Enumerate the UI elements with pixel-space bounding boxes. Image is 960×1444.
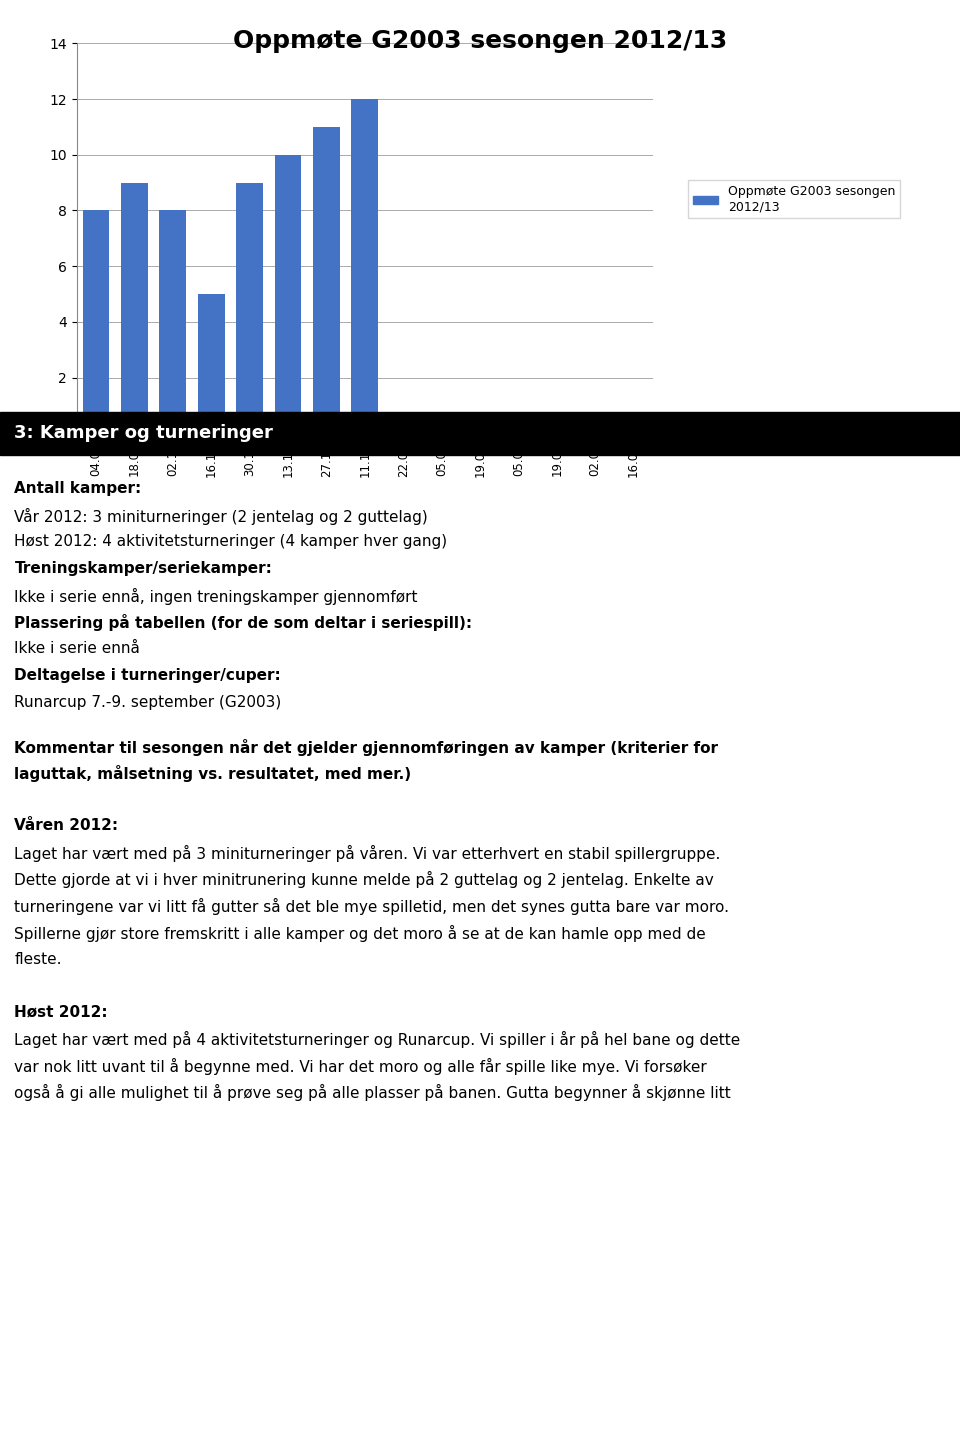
Text: Høst 2012: 4 aktivitetsturneringer (4 kamper hver gang): Høst 2012: 4 aktivitetsturneringer (4 ka… — [14, 534, 447, 549]
Text: 3: Kamper og turneringer: 3: Kamper og turneringer — [14, 425, 274, 442]
Bar — [351, 100, 378, 433]
Bar — [236, 182, 263, 433]
Bar — [313, 127, 340, 433]
Text: var nok litt uvant til å begynne med. Vi har det moro og alle får spille like my: var nok litt uvant til å begynne med. Vi… — [14, 1057, 708, 1074]
Text: Ikke i serie ennå, ingen treningskamper gjennomført: Ikke i serie ennå, ingen treningskamper … — [14, 588, 418, 605]
Bar — [121, 182, 148, 433]
Text: Laget har vært med på 4 aktivitetsturneringer og Runarcup. Vi spiller i år på he: Laget har vært med på 4 aktivitetsturner… — [14, 1031, 741, 1048]
Text: fleste.: fleste. — [14, 952, 61, 966]
Text: Plassering på tabellen (for de som deltar i seriespill):: Plassering på tabellen (for de som delta… — [14, 614, 472, 631]
Text: Vår 2012: 3 miniturneringer (2 jentelag og 2 guttelag): Vår 2012: 3 miniturneringer (2 jentelag … — [14, 507, 428, 524]
Text: Spillerne gjør store fremskritt i alle kamper og det moro å se at de kan hamle o: Spillerne gjør store fremskritt i alle k… — [14, 924, 707, 941]
Text: laguttak, målsetning vs. resultatet, med mer.): laguttak, målsetning vs. resultatet, med… — [14, 765, 412, 783]
Bar — [198, 295, 225, 433]
Text: Treningskamper/seriekamper:: Treningskamper/seriekamper: — [14, 560, 273, 576]
Text: Våren 2012:: Våren 2012: — [14, 817, 118, 833]
Text: også å gi alle mulighet til å prøve seg på alle plasser på banen. Gutta begynner: også å gi alle mulighet til å prøve seg … — [14, 1084, 732, 1102]
Text: Høst 2012:: Høst 2012: — [14, 1004, 108, 1019]
Text: Ikke i serie ennå: Ikke i serie ennå — [14, 641, 140, 656]
Bar — [83, 211, 109, 433]
Bar — [275, 155, 301, 433]
Text: Laget har vært med på 3 miniturneringer på våren. Vi var etterhvert en stabil sp: Laget har vært med på 3 miniturneringer … — [14, 845, 721, 862]
Text: turneringene var vi litt få gutter så det ble mye spilletid, men det synes gutta: turneringene var vi litt få gutter så de… — [14, 898, 730, 915]
Text: Dette gjorde at vi i hver minitrunering kunne melde på 2 guttelag og 2 jentelag.: Dette gjorde at vi i hver minitrunering … — [14, 871, 714, 888]
Text: Runarcup 7.-9. september (G2003): Runarcup 7.-9. september (G2003) — [14, 695, 281, 709]
Text: Deltagelse i turneringer/cuper:: Deltagelse i turneringer/cuper: — [14, 667, 281, 683]
Legend: Oppmøte G2003 sesongen
2012/13: Oppmøte G2003 sesongen 2012/13 — [688, 180, 900, 218]
Bar — [159, 211, 186, 433]
Text: Oppmøte G2003 sesongen 2012/13: Oppmøte G2003 sesongen 2012/13 — [233, 29, 727, 53]
Text: Antall kamper:: Antall kamper: — [14, 481, 142, 495]
Text: Kommentar til sesongen når det gjelder gjennomføringen av kamper (kriterier for: Kommentar til sesongen når det gjelder g… — [14, 738, 718, 755]
